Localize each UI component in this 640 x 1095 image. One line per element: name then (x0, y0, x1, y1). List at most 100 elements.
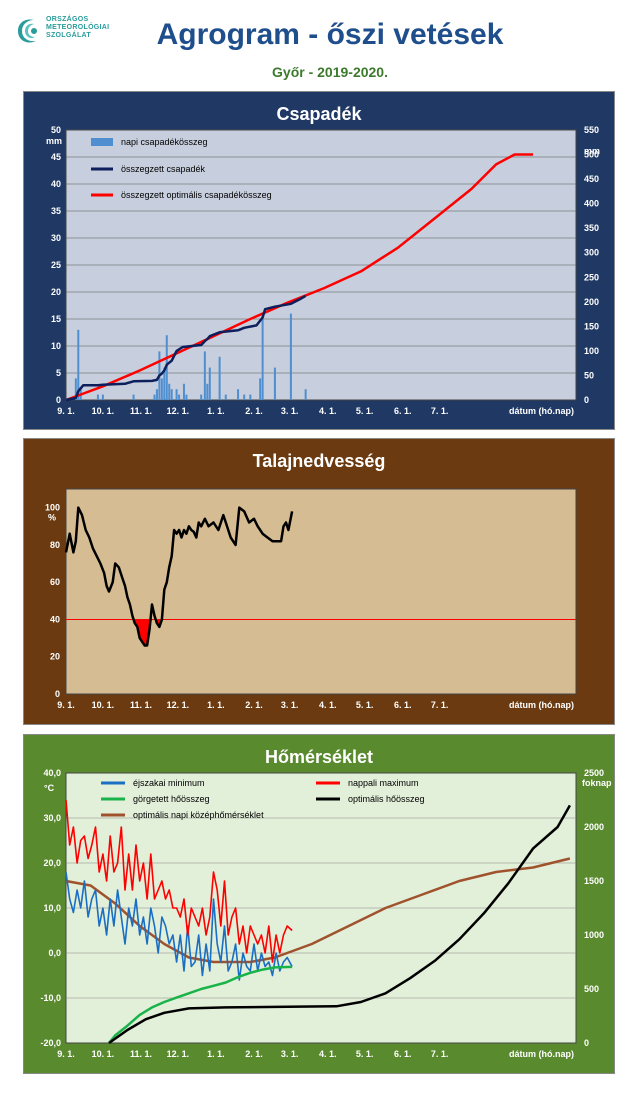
precip-x-axis-label: dátum (hó.nap) (509, 406, 574, 416)
precip-x-tick: 12. 1. (167, 406, 190, 416)
legend-swatch-daily (91, 138, 113, 146)
temp-x-tick: 1. 1. (207, 1049, 225, 1059)
logo-line-3: SZOLGÁLAT (46, 32, 91, 39)
y-left-tick: 30 (51, 233, 61, 243)
legend-label: optimális napi középhőmérséklet (133, 810, 264, 820)
daily-precip-bar (218, 356, 221, 400)
y-right-tick: 2000 (584, 822, 604, 832)
daily-precip-bar (273, 367, 276, 400)
daily-precip-bar (259, 378, 262, 400)
y-tick: 100 (45, 503, 60, 513)
soil-x-tick: 9. 1. (57, 700, 75, 710)
daily-precip-bar (243, 394, 246, 400)
y-left-tick: -10,0 (40, 993, 61, 1003)
y-right-tick: 400 (584, 199, 599, 209)
legend-label-daily: napi csapadékösszeg (121, 137, 208, 147)
temperature-panel: Hőmérséklet -20,0 -10,0 0,0 10,0 20,0 30,0 40,… (23, 734, 615, 1074)
daily-precip-bar (153, 394, 156, 400)
daily-precip-bar (101, 394, 104, 400)
daily-precip-bar (261, 319, 264, 400)
y-left-tick: 10,0 (43, 903, 61, 913)
y-left-tick: 0 (56, 395, 61, 405)
temp-x-tick: 6. 1. (394, 1049, 412, 1059)
y-left-tick: 40 (51, 179, 61, 189)
daily-precip-bar (74, 378, 77, 400)
precip-x-tick: 10. 1. (92, 406, 115, 416)
y-right-tick: 250 (584, 272, 599, 282)
precip-x-tick: 3. 1. (281, 406, 299, 416)
y-right-tick: 550 (584, 125, 599, 135)
rolling-heat-sum-line (108, 965, 293, 1044)
daily-precip-bar (249, 394, 252, 400)
temp-x-tick: 5. 1. (356, 1049, 374, 1059)
y-left-tick: -20,0 (40, 1038, 61, 1048)
daily-precip-bar (160, 378, 163, 400)
y-left-tick: 50 (51, 125, 61, 135)
legend-label-cumulative: összegzett csapadék (121, 164, 206, 174)
temp-x-tick: 12. 1. (167, 1049, 190, 1059)
soil-x-tick: 5. 1. (356, 700, 374, 710)
y-right-tick: 350 (584, 223, 599, 233)
temp-x-tick: 4. 1. (319, 1049, 337, 1059)
y-right-unit: mm (584, 146, 600, 156)
logo-line-2: METEOROLÓGIAI (46, 24, 110, 31)
logo-swirl-icon (18, 19, 37, 43)
soil-x-axis-label: dátum (hó.nap) (509, 700, 574, 710)
soil-x-tick: 2. 1. (245, 700, 263, 710)
soil-moisture-line (64, 506, 294, 647)
temp-x-tick: 2. 1. (245, 1049, 263, 1059)
soil-x-tick: 11. 1. (130, 700, 152, 710)
y-left-tick: 25 (51, 260, 61, 270)
daily-precip-bar (77, 329, 80, 400)
y-left-tick: 40,0 (43, 768, 61, 778)
soil-moisture-title: Talajnedvesség (252, 451, 386, 471)
y-tick: 60 (50, 577, 60, 587)
daily-precip-bar (182, 383, 185, 400)
precip-x-tick: 6. 1. (394, 406, 412, 416)
soil-x-tick: 6. 1. (394, 700, 412, 710)
y-right-tick: 450 (584, 174, 599, 184)
precip-x-tick: 2. 1. (245, 406, 263, 416)
logo-text: ORSZÁGOS METEOROLÓGIAI SZOLGÁLAT (46, 16, 109, 40)
temperature-chart: -20,0 -10,0 0,0 10,0 20,0 30,0 40,0 0 500 1000 150… (40, 768, 612, 1059)
legend-label: görgetett hőösszeg (133, 794, 210, 804)
legend-label: nappali maximum (348, 778, 419, 788)
soil-moisture-panel: Talajnedvesség 0 20 40 60 80 100% 9. 1. 10. 1. 1… (23, 438, 615, 725)
y-tick: 0 (55, 689, 60, 699)
y-right-tick: 1000 (584, 930, 604, 940)
temp-x-tick: 9. 1. (57, 1049, 75, 1059)
daily-precip-bar (170, 389, 173, 400)
y-left-tick: 45 (51, 152, 61, 162)
optimal-cumulative-line (65, 153, 533, 402)
legend-label: optimális hőösszeg (348, 794, 425, 804)
y-right-unit: foknap (582, 778, 612, 788)
logo-line-1: ORSZÁGOS (46, 16, 89, 23)
y-left-tick: 5 (56, 368, 61, 378)
precip-x-tick: 4. 1. (319, 406, 337, 416)
precipitation-title: Csapadék (276, 104, 362, 124)
daily-precip-bar (96, 394, 99, 400)
daily-precip-bar (155, 389, 158, 400)
y-right-tick: 0 (584, 1038, 589, 1048)
precipitation-chart: 0510152025303540455005010015020025030035… (46, 125, 600, 416)
soil-x-tick: 4. 1. (319, 700, 337, 710)
night-min-line (65, 871, 293, 981)
y-right-tick: 1500 (584, 876, 604, 886)
precip-x-tick: 7. 1. (431, 406, 449, 416)
soil-moisture-chart: 0 20 40 60 80 100% 9. 1. 10. 1. 11. 1. 12. 1. 1. 1… (45, 488, 577, 710)
page-title: Agrogram - őszi vetések (156, 18, 504, 51)
optimal-heat-sum-line (108, 804, 571, 1045)
cumulative-precip-line (65, 294, 307, 402)
y-tick: 40 (50, 614, 60, 624)
temp-x-axis-label: dátum (hó.nap) (509, 1049, 574, 1059)
page-subtitle: Győr - 2019-2020. (272, 64, 388, 80)
daily-precip-bar (289, 313, 292, 400)
omsz-logo: ORSZÁGOS METEOROLÓGIAI SZOLGÁLAT (12, 14, 132, 58)
y-right-tick: 150 (584, 321, 599, 331)
daily-precip-bar (224, 394, 227, 400)
y-left-tick: 20 (51, 287, 61, 297)
y-tick: 80 (50, 540, 60, 550)
daily-precip-bar (185, 394, 188, 400)
y-left-unit: mm (46, 136, 62, 146)
y-right-tick: 500 (584, 984, 599, 994)
